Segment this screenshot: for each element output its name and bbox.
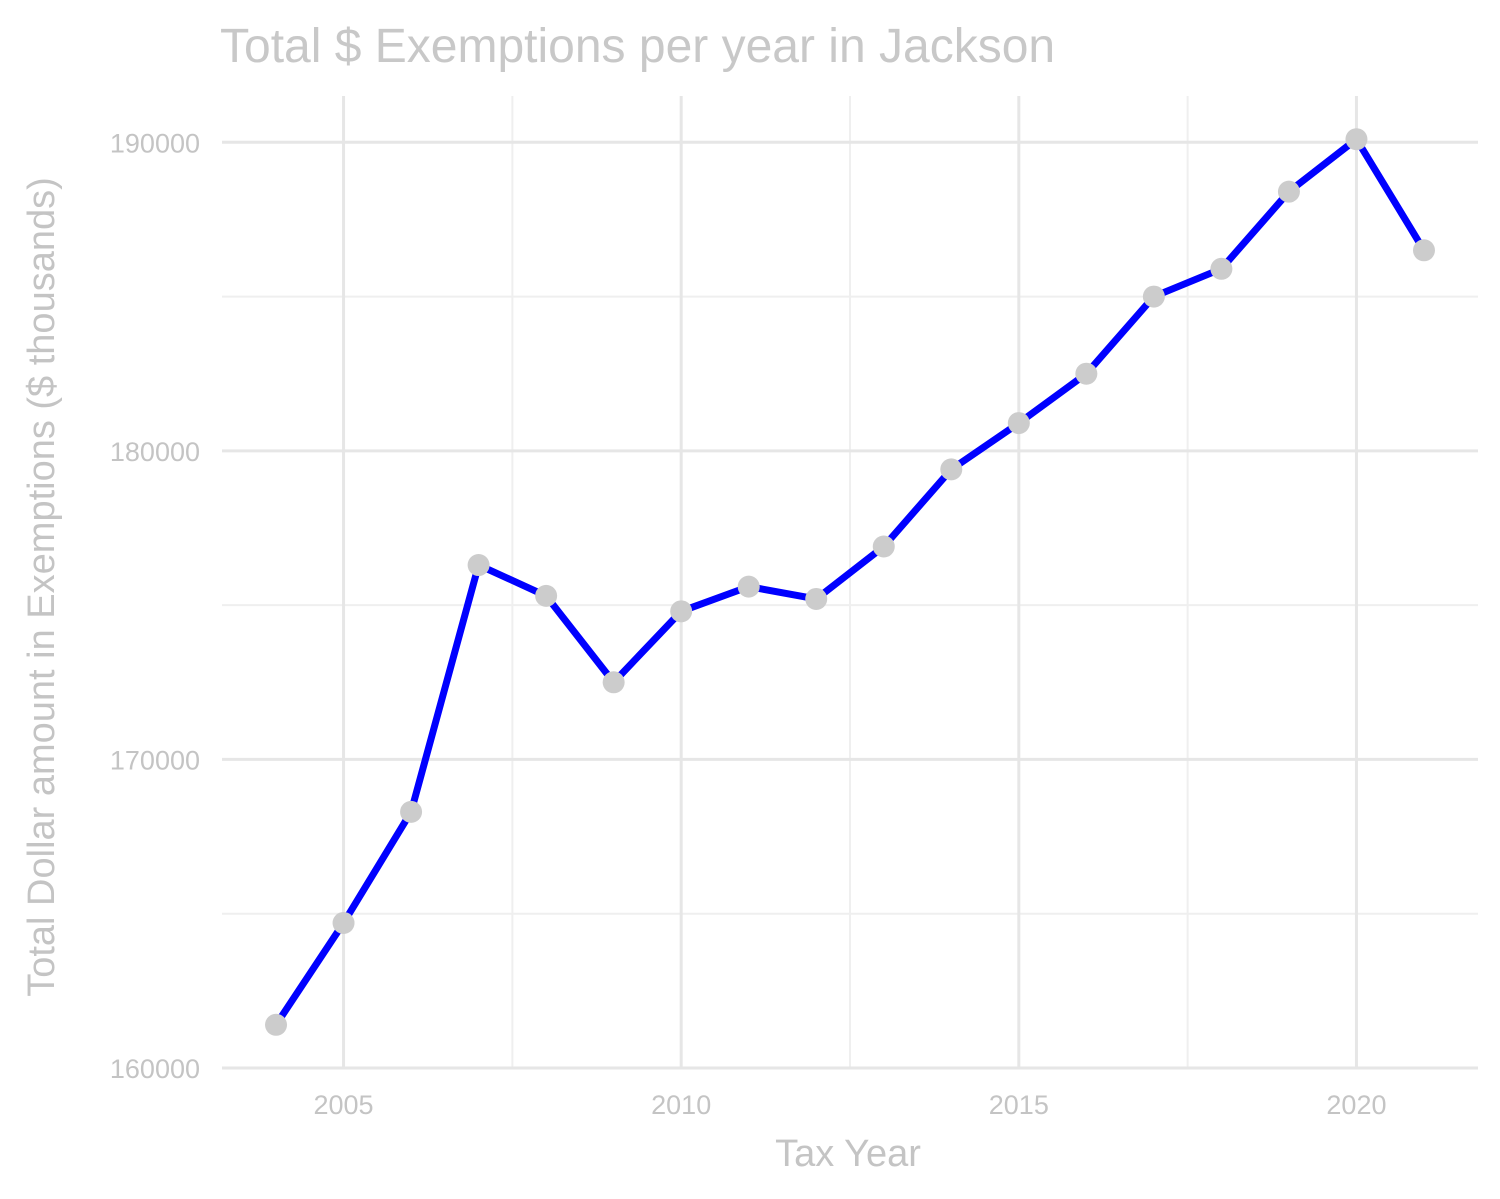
data-point [1345, 128, 1367, 150]
data-point [670, 600, 692, 622]
data-point [738, 576, 760, 598]
x-tick-label: 2020 [1326, 1090, 1386, 1120]
chart-title: Total $ Exemptions per year in Jackson [220, 20, 1055, 73]
data-point [400, 801, 422, 823]
y-tick-labels: 160000 170000 180000 190000 [110, 128, 200, 1084]
data-point [1278, 181, 1300, 203]
data-point [1210, 258, 1232, 280]
data-point [333, 912, 355, 934]
data-point [1413, 239, 1435, 261]
x-axis-title: Tax Year [775, 1133, 921, 1175]
y-tick-label: 180000 [110, 437, 200, 467]
x-tick-label: 2015 [989, 1090, 1049, 1120]
y-tick-label: 160000 [110, 1054, 200, 1084]
y-axis-title: Total Dollar amount in Exemptions ($ tho… [21, 177, 63, 997]
y-tick-label: 190000 [110, 128, 200, 158]
data-point [1008, 412, 1030, 434]
data-point [535, 585, 557, 607]
data-point [603, 671, 625, 693]
y-tick-label: 170000 [110, 745, 200, 775]
data-point [805, 588, 827, 610]
data-point [873, 536, 895, 558]
x-tick-label: 2010 [651, 1090, 711, 1120]
data-point [1075, 363, 1097, 385]
data-point [468, 554, 490, 576]
minor-gridlines [222, 96, 1478, 1068]
data-point [940, 458, 962, 480]
data-point [265, 1014, 287, 1036]
x-tick-labels: 2005 2010 2015 2020 [314, 1090, 1387, 1120]
data-point [1143, 286, 1165, 308]
x-tick-label: 2005 [314, 1090, 374, 1120]
